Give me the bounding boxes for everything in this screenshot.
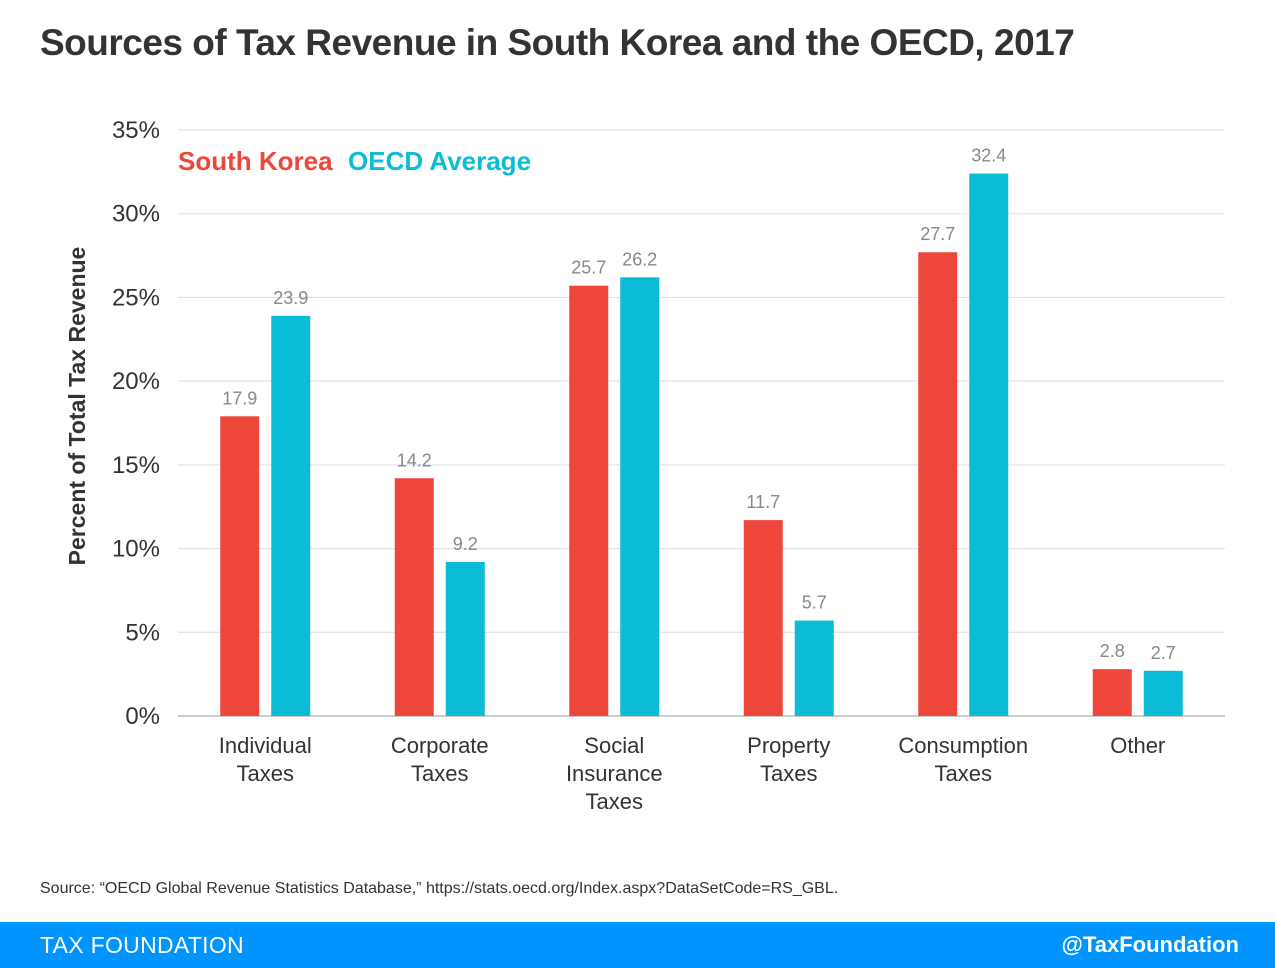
source-note: Source: “OECD Global Revenue Statistics … [40,880,839,897]
y-axis-label: Percent of Total Tax Revenue [64,247,90,566]
x-tick-label: Taxes [586,789,643,814]
bar-chart: 0% 5% 10% 15% 20% 25% 30% 35% Percent of Total … [64,117,1225,814]
y-tick-label: 25% [112,284,160,311]
chart-title: Sources of Tax Revenue in South Korea an… [40,22,1075,63]
y-tick-label: 0% [125,703,160,730]
x-tick-label: Property [747,733,830,758]
data-label: 2.7 [1151,643,1176,663]
x-tick-label: Other [1110,733,1165,758]
bar-south-korea [918,252,958,717]
data-label: 5.7 [802,593,827,613]
footer-bar: TAX FOUNDATION @TaxFoundation [0,922,1275,968]
y-tick-label: 10% [112,536,160,563]
bar-oecd-average [969,173,1009,716]
data-label: 32.4 [971,146,1006,166]
footer-brand: TAX FOUNDATION [40,932,244,958]
data-label: 2.8 [1100,641,1125,661]
data-label: 25.7 [571,258,606,278]
x-tick-label: Taxes [411,761,468,786]
x-axis-ticks: Individual Taxes Corporate Taxes Social Insur… [219,733,1165,814]
bar-oecd-average [1143,670,1183,716]
x-tick-label: Social [584,733,644,758]
data-label: 17.9 [222,388,257,408]
bar-oecd-average [620,277,660,716]
y-tick-label: 35% [112,117,160,144]
bar-south-korea [569,285,609,716]
legend-oecd-average: OECD Average [348,146,531,176]
data-labels: 17.9 23.9 14.2 9.2 25.7 26.2 11.7 5.7 27.7 32.4 2.… [222,146,1176,663]
x-tick-label: Individual [219,733,312,758]
bars [220,173,1183,717]
legend: South Korea OECD Average [178,146,531,176]
bar-south-korea [743,520,783,716]
data-label: 27.7 [920,224,955,244]
gridlines [178,129,1225,717]
data-label: 9.2 [453,534,478,554]
y-tick-label: 15% [112,452,160,479]
x-tick-label: Taxes [760,761,817,786]
bar-oecd-average [794,620,834,716]
data-label: 14.2 [397,450,432,470]
data-label: 26.2 [622,249,657,269]
footer-handle: @TaxFoundation [1061,932,1239,957]
x-tick-label: Taxes [237,761,294,786]
x-tick-label: Consumption [898,733,1028,758]
bar-south-korea [220,416,260,716]
legend-south-korea: South Korea [178,146,333,176]
data-label: 11.7 [746,492,780,512]
x-tick-label: Corporate [391,733,489,758]
y-tick-label: 30% [112,201,160,228]
bar-oecd-average [445,561,485,716]
y-axis-ticks: 0% 5% 10% 15% 20% 25% 30% 35% [112,117,160,730]
bar-oecd-average [271,315,311,716]
x-tick-label: Insurance [566,761,663,786]
data-label: 23.9 [273,288,308,308]
bar-south-korea [1092,669,1132,716]
y-tick-label: 5% [125,619,160,646]
x-tick-label: Taxes [935,761,992,786]
bar-south-korea [394,478,434,716]
y-tick-label: 20% [112,368,160,395]
